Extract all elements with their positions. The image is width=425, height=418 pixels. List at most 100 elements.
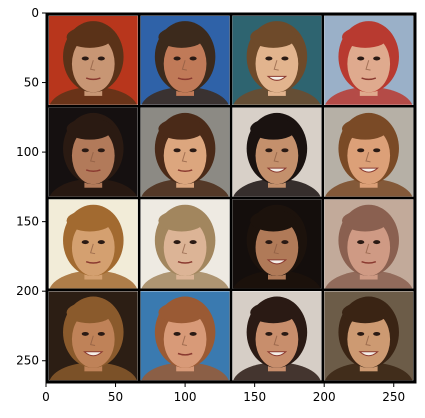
- tile-mouth: [177, 77, 193, 81]
- tile-face: [347, 218, 391, 276]
- tile-eye-left: [357, 331, 365, 336]
- face-tile: [48, 199, 138, 289]
- tile-eye-right: [97, 240, 105, 245]
- tile-shoulders: [233, 362, 321, 381]
- tile-shoulders: [49, 362, 137, 381]
- y-tick-label: 200: [16, 284, 39, 298]
- tile-face: [347, 127, 391, 185]
- y-tick-label: 250: [16, 354, 39, 368]
- tile-mouth: [85, 260, 101, 264]
- tile-fringe: [250, 118, 297, 140]
- tile-nose: [273, 151, 279, 163]
- tile-mouth: [177, 260, 193, 264]
- tile-eye-left: [265, 148, 273, 153]
- tile-fringe: [342, 118, 389, 140]
- tile-shoulders: [233, 178, 321, 197]
- tile-mouth: [83, 351, 104, 357]
- tile-shoulders: [325, 362, 413, 381]
- grid-separator-lines: [46, 13, 416, 383]
- tile-face: [163, 218, 207, 276]
- face-tile: [48, 291, 138, 381]
- y-axis: 0 50 100 150 200 250: [16, 6, 46, 368]
- x-tick-label: 200: [313, 390, 336, 404]
- tile-shoulders: [141, 270, 229, 289]
- tile-nose: [89, 151, 96, 163]
- tile-face: [71, 218, 115, 276]
- tile-nose: [273, 335, 279, 346]
- tile-nose: [89, 60, 96, 71]
- tile-eye-right: [281, 148, 289, 153]
- face-tile: [140, 291, 230, 381]
- tile-nose: [181, 335, 187, 346]
- tile-face: [347, 35, 391, 93]
- tile-eye-right: [373, 148, 381, 153]
- tile-eye-left: [81, 331, 89, 336]
- tile-face: [163, 310, 207, 368]
- tile-eye-right: [189, 331, 197, 336]
- tile-eye-left: [81, 148, 89, 153]
- tile-mouth: [85, 169, 101, 172]
- tile-face: [255, 127, 299, 185]
- tile-shoulders: [325, 178, 413, 197]
- tile-eye-left: [265, 331, 273, 336]
- face-tile: [232, 291, 322, 381]
- tile-mouth: [361, 77, 377, 81]
- tile-nose: [273, 60, 279, 71]
- tile-fringe: [66, 118, 113, 140]
- tile-face: [163, 127, 207, 185]
- tile-mouth: [266, 259, 288, 265]
- tile-mouth: [358, 351, 379, 357]
- tile-nose: [181, 60, 187, 71]
- face-tile: [140, 199, 230, 289]
- tile-shoulders: [233, 270, 321, 289]
- x-tick-label: 50: [108, 390, 123, 404]
- face-tile: [232, 15, 322, 105]
- tile-nose: [365, 60, 371, 71]
- tile-mouth: [266, 351, 288, 357]
- x-axis: 0 50 100 150 200 250: [42, 383, 405, 404]
- face-tile: [140, 107, 230, 197]
- tile-eye-right: [189, 56, 197, 61]
- face-tile: [324, 107, 414, 197]
- x-tick-label: 250: [382, 390, 405, 404]
- tile-face: [71, 127, 115, 185]
- tile-eye-right: [281, 240, 289, 245]
- tile-eye-right: [189, 240, 197, 245]
- tile-face: [347, 310, 391, 368]
- tiles-layer: [48, 15, 414, 381]
- tile-eye-right: [281, 56, 289, 61]
- tile-fringe: [250, 301, 297, 324]
- tile-eye-right: [281, 331, 289, 336]
- tile-eye-right: [97, 148, 105, 153]
- face-tile: [140, 15, 230, 105]
- tile-fringe: [250, 26, 297, 48]
- x-tick-label: 100: [174, 390, 197, 404]
- tile-fringe: [158, 118, 205, 140]
- tile-fringe: [158, 26, 205, 48]
- tile-fringe: [66, 210, 113, 232]
- y-tick-label: 150: [16, 215, 39, 229]
- tile-shoulders: [141, 178, 229, 197]
- tile-shoulders: [141, 87, 229, 105]
- tile-eye-left: [357, 148, 365, 153]
- tile-nose: [89, 335, 96, 346]
- tile-eye-left: [173, 331, 181, 336]
- tile-fringe: [66, 26, 113, 48]
- tile-mouth: [177, 352, 193, 356]
- tile-eye-left: [265, 240, 273, 245]
- tile-eye-right: [189, 148, 197, 153]
- face-tile: [324, 291, 414, 381]
- tile-mouth: [177, 169, 193, 172]
- x-tick-label: 150: [243, 390, 266, 404]
- tile-face: [255, 35, 299, 93]
- tile-fringe: [250, 210, 297, 232]
- tile-nose: [89, 243, 96, 255]
- tile-fringe: [158, 210, 205, 232]
- tile-shoulders: [325, 87, 413, 105]
- tile-eye-left: [173, 240, 181, 245]
- y-tick-label: 0: [31, 6, 39, 20]
- axes-frame: [45, 12, 417, 384]
- tile-eye-right: [97, 56, 105, 61]
- tile-eye-left: [173, 148, 181, 153]
